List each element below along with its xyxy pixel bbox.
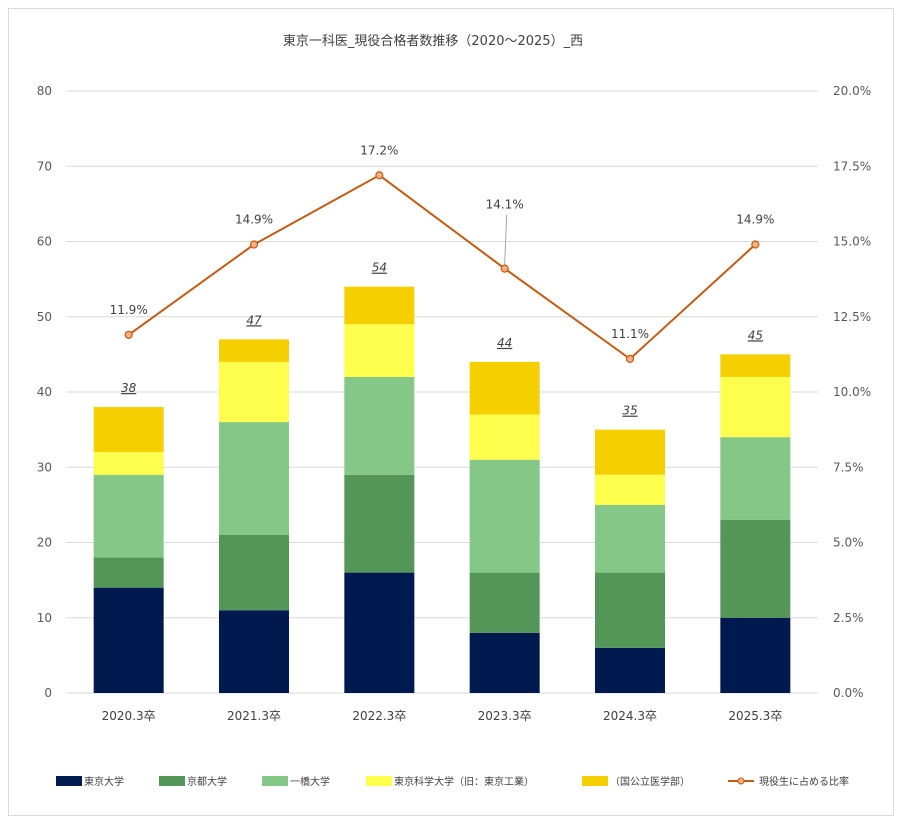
bar-segment-4 xyxy=(93,452,164,475)
ratio-point xyxy=(500,264,509,273)
bar-total-label: 44 xyxy=(497,336,512,350)
y2-tick-label: 15.0% xyxy=(833,235,871,249)
ratio-line-path xyxy=(128,174,757,361)
legend-label: 東京大学 xyxy=(84,775,124,788)
category-label: 2020.3卒 xyxy=(102,709,156,723)
chart-title: 東京一科医_現役合格者数推移（2020～2025）_西 xyxy=(283,33,583,49)
bar-segment-2 xyxy=(720,519,791,618)
legend-label: 現役生に占める比率 xyxy=(759,775,849,788)
legend-label: 一橋大学 xyxy=(290,775,330,788)
y2-tick-label: 20.0% xyxy=(833,84,871,98)
legend-swatch xyxy=(159,776,185,786)
category-label: 2025.3卒 xyxy=(728,709,782,723)
legend-swatch xyxy=(262,776,288,786)
y2-tick-label: 17.5% xyxy=(833,159,871,173)
ratio-label-leader xyxy=(504,214,508,265)
ratio-point xyxy=(124,330,133,339)
ratio-label: 14.1% xyxy=(486,198,524,212)
bar-segment-3 xyxy=(595,504,665,573)
gridlines xyxy=(66,90,818,694)
y-tick-label: 10 xyxy=(37,611,52,625)
ratio-point xyxy=(249,240,259,249)
bar-segment-5 xyxy=(344,286,415,325)
ratio-label: 17.2% xyxy=(360,143,398,157)
ratio-line: 11.9% 14.9% 17.2% 14.1% 11.1% 14.9% xyxy=(110,143,774,363)
bar-segment-5 xyxy=(469,361,540,415)
bar-segment-3 xyxy=(344,376,415,475)
bar-segment-2 xyxy=(469,572,540,633)
ratio-label: 11.9% xyxy=(110,303,148,317)
y-axis-ticks: 0 10 20 30 40 50 60 70 80 xyxy=(37,84,52,700)
y2-tick-label: 12.5% xyxy=(833,310,871,324)
ratio-label: 14.9% xyxy=(736,213,774,227)
bar-segment-2 xyxy=(344,474,415,573)
bar-segment-2 xyxy=(93,557,164,588)
ratio-label: 14.9% xyxy=(235,213,273,227)
bar-segment-3 xyxy=(93,474,164,558)
y-tick-label: 20 xyxy=(37,536,52,550)
y2-tick-label: 10.0% xyxy=(833,385,871,399)
bar-segment-2 xyxy=(219,534,289,611)
bar-segment-5 xyxy=(720,354,791,377)
bar-segment-1 xyxy=(720,617,791,693)
y-tick-label: 50 xyxy=(37,310,52,324)
bar-segment-5 xyxy=(93,407,164,453)
bar-segments xyxy=(93,286,791,693)
category-label: 2024.3卒 xyxy=(603,709,657,723)
legend-label: 東京科学大学（旧：東京工業） xyxy=(394,775,534,788)
y-tick-label: 80 xyxy=(37,84,52,98)
bar-total-label: 54 xyxy=(372,261,387,275)
bar-segment-4 xyxy=(469,414,540,460)
legend-label: （国公立医学部） xyxy=(610,775,690,788)
legend-line-marker xyxy=(737,777,745,785)
y2-tick-label: 5.0% xyxy=(833,536,864,550)
legend-swatch xyxy=(582,776,608,786)
bar-segment-3 xyxy=(469,459,540,573)
y-tick-label: 40 xyxy=(37,385,52,399)
legend-swatch xyxy=(56,776,82,786)
bar-total-label: 35 xyxy=(622,404,637,418)
bar-segment-1 xyxy=(595,647,665,693)
bar-segment-4 xyxy=(595,474,665,505)
bar-segment-3 xyxy=(720,437,791,520)
bar-segment-2 xyxy=(595,572,665,648)
bar-segment-4 xyxy=(720,376,791,438)
bar-total-labels: 38 47 54 44 35 45 xyxy=(121,261,763,418)
ratio-point xyxy=(751,240,760,249)
category-labels: 2020.3卒 2021.3卒 2022.3卒 2023.3卒 2024.3卒 2025.… xyxy=(102,709,783,723)
y-tick-label: 70 xyxy=(37,159,52,173)
y2-tick-label: 7.5% xyxy=(833,460,864,474)
y-tick-label: 0 xyxy=(44,686,52,700)
bar-segment-1 xyxy=(344,572,415,693)
bar-segment-4 xyxy=(219,361,289,423)
legend-label: 京都大学 xyxy=(187,775,227,788)
y-tick-label: 30 xyxy=(37,460,52,474)
ratio-label: 11.1% xyxy=(611,327,649,341)
bar-segment-1 xyxy=(93,587,164,693)
bar-segment-5 xyxy=(595,429,665,475)
bar-total-label: 38 xyxy=(121,381,137,395)
category-label: 2023.3卒 xyxy=(478,709,532,723)
category-label: 2021.3卒 xyxy=(227,709,281,723)
bar-segment-1 xyxy=(219,610,289,693)
y2-tick-label: 2.5% xyxy=(833,611,864,625)
y-tick-label: 60 xyxy=(37,235,52,249)
bar-segment-5 xyxy=(219,339,289,362)
ratio-point xyxy=(375,171,384,180)
y2-tick-label: 0.0% xyxy=(833,686,864,700)
legend-swatch xyxy=(366,776,392,786)
bar-total-label: 47 xyxy=(246,313,262,327)
bar-total-label: 45 xyxy=(748,328,763,342)
category-label: 2022.3卒 xyxy=(352,709,406,723)
bar-segment-1 xyxy=(469,632,540,693)
bar-segment-3 xyxy=(219,422,289,535)
ratio-point xyxy=(625,354,635,363)
bar-segment-4 xyxy=(344,324,415,377)
y2-axis-ticks: 0.0% 2.5% 5.0% 7.5% 10.0% 12.5% 15.0% 17.5% 20.0… xyxy=(833,84,871,700)
legend: 東京大学 京都大学 一橋大学 東京科学大学（旧：東京工業） （国公立医学部） 現役生に占め… xyxy=(56,775,849,788)
